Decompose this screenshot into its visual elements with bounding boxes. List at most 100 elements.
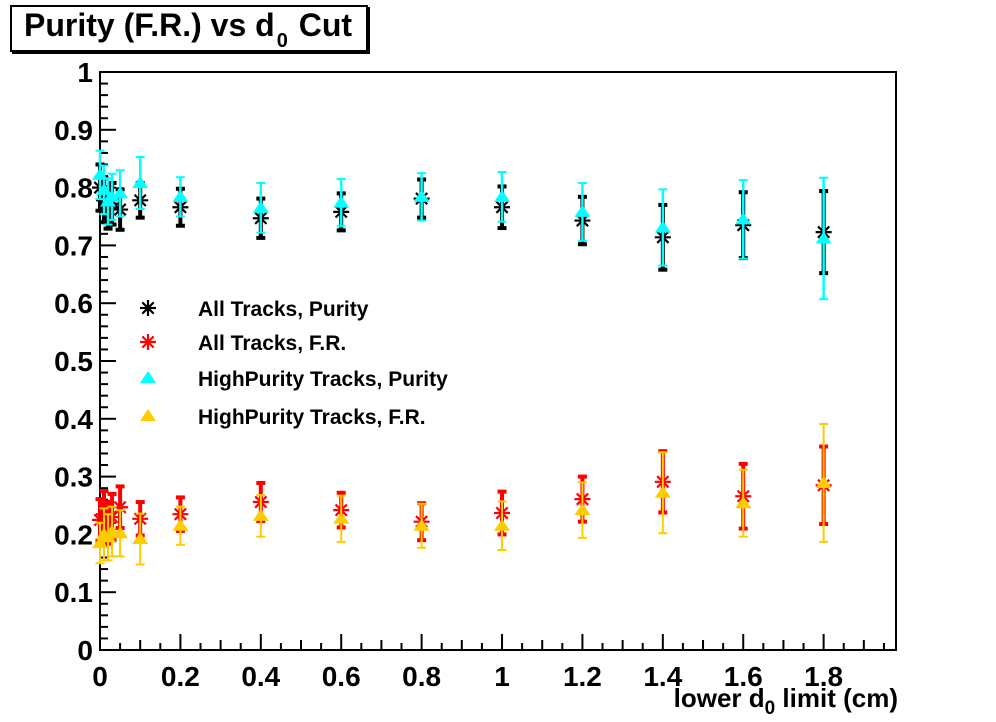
- x-axis-ticks: [119, 634, 885, 650]
- y-tick-label: 0.2: [54, 519, 93, 550]
- x-axis-title-suffix: limit (cm): [775, 683, 898, 713]
- x-tick-label: 1.8: [804, 661, 843, 692]
- error-cap: [107, 491, 117, 496]
- error-cap: [175, 495, 185, 500]
- legend-label: All Tracks, F.R.: [198, 332, 346, 355]
- plot-title: Purity (F.R.) vs d: [24, 7, 275, 43]
- y-axis-labels: 0 0.1 0.2 0.3 0.4 0.5 0.6 0.7 0.8 0.9 1: [54, 57, 93, 666]
- error-cap: [336, 490, 346, 495]
- triangle-marker: [494, 189, 511, 202]
- data-point: [132, 512, 149, 566]
- x-tick-label: 1: [494, 661, 510, 692]
- plot-title-subscript: 0: [276, 30, 288, 52]
- triangle-marker: [252, 508, 269, 521]
- error-cap: [497, 226, 507, 231]
- data-point: [112, 169, 129, 218]
- x-tick-label: 0.4: [241, 661, 280, 692]
- marker-ray: [141, 301, 155, 315]
- triangle-marker: [333, 511, 350, 524]
- triangle-marker: [140, 371, 156, 383]
- error-cap: [577, 474, 587, 479]
- x-tick-label: 1.2: [563, 661, 602, 692]
- legend-entry-highpurity-tracks-f-r: HighPurity Tracks, F.R.: [140, 406, 426, 429]
- legend-entry-all-tracks-f-r: All Tracks, F.R.: [140, 332, 346, 355]
- error-cap: [175, 223, 185, 228]
- triangle-marker: [815, 231, 832, 244]
- plot-title-suffix: Cut: [289, 7, 353, 43]
- data-point: [413, 502, 430, 549]
- error-cap: [738, 461, 748, 466]
- data-point: [252, 494, 269, 538]
- triangle-marker: [815, 475, 832, 488]
- legend-label: HighPurity Tracks, Purity: [198, 368, 448, 391]
- plot-frame: [99, 71, 897, 651]
- x-axis-title-text: lower d: [674, 683, 765, 713]
- triangle-marker: [172, 189, 189, 202]
- y-tick-label: 0.1: [54, 577, 93, 608]
- data-point: [413, 172, 430, 222]
- triangle-marker: [112, 526, 129, 539]
- x-axis-labels: 0 0.2 0.4 0.6 0.8 1 1.2 1.4 1.6 1.8: [92, 661, 843, 692]
- y-tick-label: 0.5: [54, 346, 93, 377]
- error-cap: [256, 235, 266, 240]
- triangle-marker: [132, 175, 149, 188]
- x-tick-label: 0.8: [402, 661, 441, 692]
- data-point: [735, 468, 752, 538]
- triangle-marker: [574, 503, 591, 516]
- triangle-marker: [413, 518, 430, 531]
- x-tick-label: 0.2: [161, 661, 200, 692]
- data-point: [574, 181, 591, 242]
- data-point: [112, 509, 129, 558]
- triangle-marker: [494, 518, 511, 531]
- triangle-marker: [112, 186, 129, 199]
- legend: All Tracks, Purity All Tracks, F.R. HighPu…: [140, 298, 448, 429]
- error-cap: [135, 215, 145, 220]
- y-tick-label: 0.7: [54, 230, 93, 261]
- data-point: [104, 172, 121, 221]
- data-point: [654, 451, 671, 535]
- triangle-marker: [735, 212, 752, 225]
- x-axis-title: lower d0 limit (cm): [674, 683, 898, 719]
- data-point: [333, 177, 350, 228]
- error-cap: [103, 500, 113, 505]
- data-point: [815, 176, 832, 301]
- data-point: [132, 155, 149, 210]
- error-cap: [577, 242, 587, 247]
- error-cap: [95, 208, 105, 213]
- data-point: [494, 500, 511, 552]
- error-cap: [658, 267, 668, 272]
- y-tick-label: 0.9: [54, 115, 93, 146]
- series-highpurity-tracks-purity: [92, 149, 832, 301]
- legend-entry-highpurity-tracks-purity: HighPurity Tracks, Purity: [140, 368, 448, 391]
- y-tick-label: 0.4: [54, 404, 93, 435]
- x-tick-label: 1.6: [724, 661, 763, 692]
- y-tick-label: 1: [77, 57, 93, 88]
- marker-ray: [141, 335, 155, 349]
- error-cap: [115, 227, 125, 232]
- legend-label: All Tracks, Purity: [198, 298, 369, 321]
- error-cap: [115, 484, 125, 489]
- error-cap: [135, 500, 145, 505]
- series-highpurity-tracks-f-r: [92, 423, 832, 566]
- data-point: [735, 179, 752, 260]
- data-point: [172, 505, 189, 546]
- y-tick-label: 0.3: [54, 462, 93, 493]
- data-point: [494, 170, 511, 223]
- triangle-marker: [735, 496, 752, 509]
- triangle-marker: [654, 220, 671, 233]
- x-tick-label: 0: [92, 661, 108, 692]
- asterisk-marker: [140, 300, 156, 316]
- data-point: [333, 494, 350, 543]
- error-cap: [336, 228, 346, 233]
- triangle-marker: [172, 518, 189, 531]
- triangle-marker: [333, 195, 350, 208]
- error-cap: [99, 489, 109, 494]
- legend-label: HighPurity Tracks, F.R.: [198, 406, 426, 429]
- error-cap: [256, 480, 266, 485]
- asterisk-marker: [140, 334, 156, 350]
- error-cap: [103, 226, 113, 231]
- triangle-marker: [132, 532, 149, 545]
- triangle-marker: [413, 189, 430, 202]
